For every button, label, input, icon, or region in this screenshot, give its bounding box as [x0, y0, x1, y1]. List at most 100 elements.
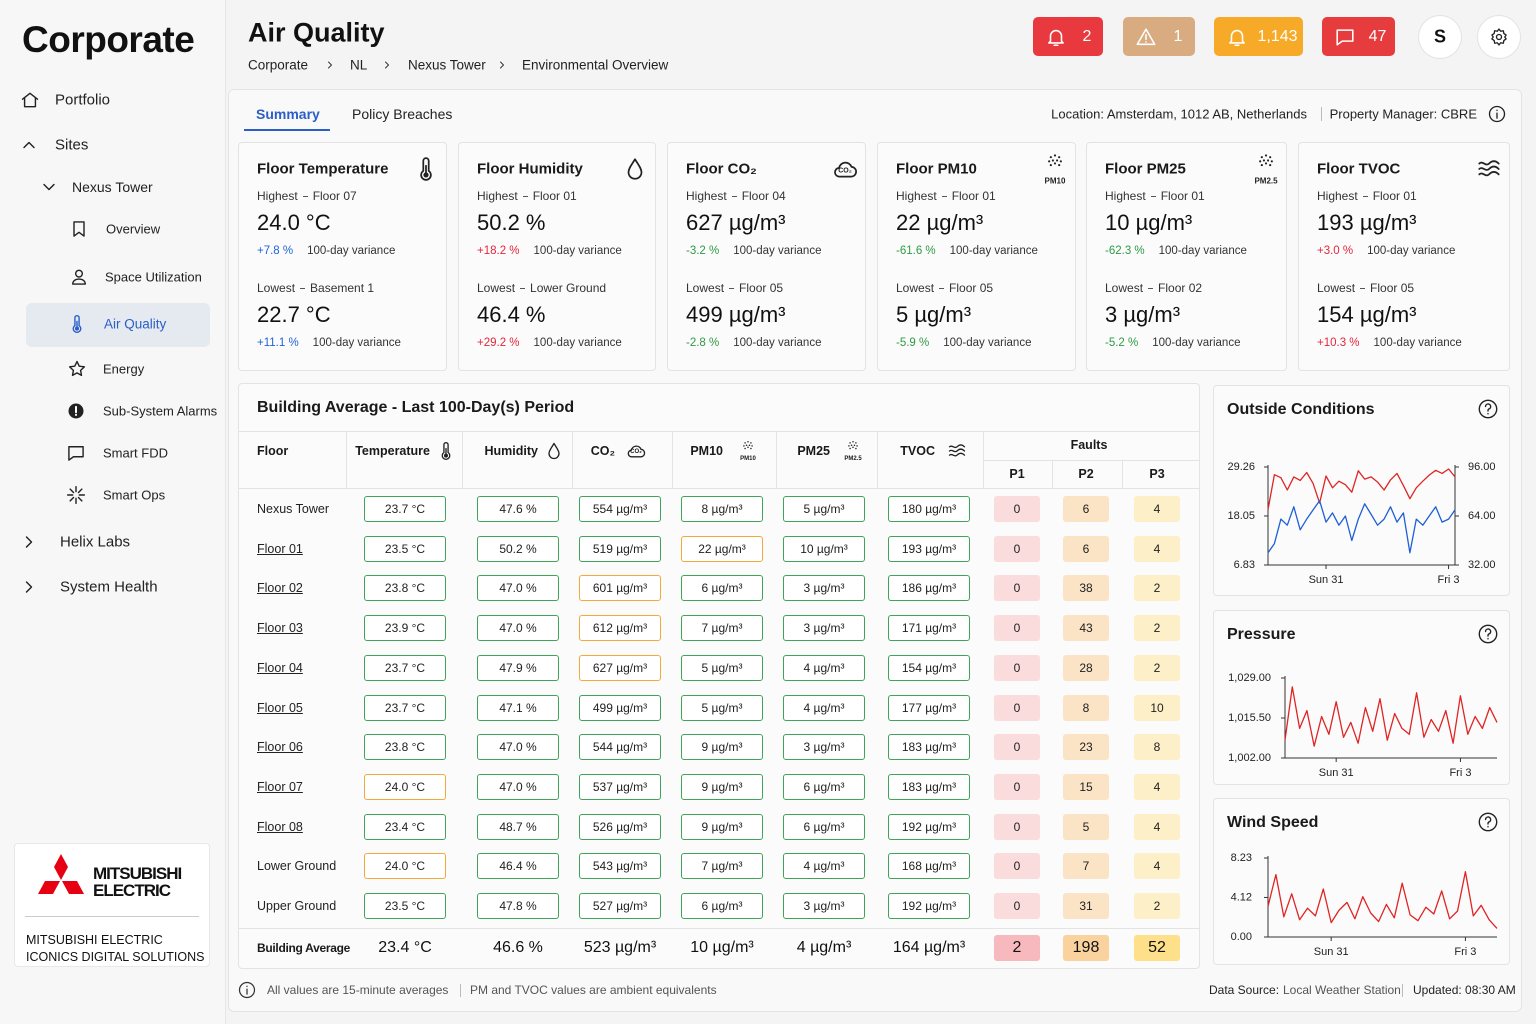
nav-item[interactable]: Air Quality [104, 316, 167, 332]
divider [239, 488, 1199, 489]
value-cell-text: 171 µg/m³ [901, 621, 957, 636]
floor-name[interactable]: Floor 04 [257, 660, 303, 675]
icon-shape [627, 158, 643, 180]
breadcrumb-item[interactable]: Nexus Tower [408, 57, 486, 73]
nav-item[interactable]: Sites [55, 136, 89, 154]
divider [462, 431, 463, 488]
value-cell-text: 3 µg/m³ [803, 621, 845, 636]
fault-cell: 5 [1063, 813, 1109, 840]
fault-cell-text: 0 [1013, 779, 1021, 794]
nav-item[interactable]: Energy [103, 361, 145, 377]
nav-item[interactable]: Overview [106, 221, 161, 237]
nav-active-bg [26, 303, 210, 347]
col-header: Temperature [355, 444, 430, 458]
nav-item[interactable]: Smart FDD [103, 445, 168, 461]
value-cell: 23.7 °C [364, 496, 446, 522]
alert-badge[interactable]: 2 [1033, 17, 1103, 56]
tab[interactable]: Policy Breaches [352, 106, 453, 122]
nav-item[interactable]: Helix Labs [60, 533, 131, 551]
col-header: TVOC [900, 444, 935, 458]
value-cell: 9 µg/m³ [681, 734, 763, 761]
divider [983, 460, 1199, 461]
variance-label: 100-day variance [1158, 245, 1247, 257]
avatar[interactable]: S [1418, 15, 1462, 59]
icon-shape [1058, 164, 1061, 167]
icon-thermo [420, 157, 432, 181]
fault-cell: 2 [1134, 575, 1180, 602]
fault-cell: 38 [1063, 575, 1109, 602]
fault-cell-text: 2 [1153, 660, 1161, 675]
nav-item[interactable]: Smart Ops [103, 487, 166, 503]
icon-waves [1478, 160, 1500, 177]
property-manager: Property Manager: CBRE [1329, 106, 1477, 122]
icon-help[interactable] [1477, 623, 1499, 645]
floor-name[interactable]: Floor 01 [257, 541, 303, 556]
icon-shape [500, 61, 504, 69]
kpi-card: Floor TVOC Highest Floor 01 193 µg/m³ +3.0 %… [1298, 142, 1510, 371]
extreme-floor: Floor 01 [951, 189, 996, 203]
icon-shape [744, 442, 746, 444]
alert-badge[interactable]: 47 [1322, 17, 1395, 56]
floor-name[interactable]: Floor 02 [257, 581, 303, 596]
value-cell: 527 µg/m³ [579, 893, 661, 919]
icon-shape [1048, 160, 1051, 163]
fault-cell-text: 2 [1012, 939, 1022, 956]
variance: +29.2 % [477, 337, 520, 349]
value-cell: 4 µg/m³ [783, 694, 865, 721]
floor-name[interactable]: Floor 08 [257, 819, 303, 834]
alert-badge[interactable]: 1,143 [1214, 17, 1303, 56]
fault-cell: 0 [994, 853, 1040, 880]
fault-cell: 0 [994, 734, 1040, 761]
variance: +10.3 % [1317, 337, 1360, 349]
icon-help[interactable] [1477, 811, 1499, 833]
settings-button[interactable] [1477, 15, 1521, 59]
footer-source: Local Weather Station [1283, 983, 1401, 997]
floor-name[interactable]: Floor 03 [257, 621, 303, 636]
floor-name[interactable]: Floor 05 [257, 700, 303, 715]
extreme-kind: Lowest [257, 281, 296, 295]
icon-shape [751, 445, 753, 447]
divider [239, 928, 1199, 929]
icon-shape [1259, 160, 1262, 163]
icon-shape [1478, 160, 1500, 177]
separator [520, 287, 526, 289]
nav-item[interactable]: Nexus Tower [72, 179, 153, 195]
value-cell-text: 5 µg/m³ [701, 700, 743, 715]
value-cell: 627 µg/m³ [579, 654, 661, 681]
icon-help[interactable] [1477, 398, 1499, 420]
icon-warn [1136, 27, 1156, 45]
value-cell: 154 µg/m³ [888, 654, 970, 681]
value-cell: 554 µg/m³ [579, 496, 661, 522]
alert-badge[interactable]: 1 [1123, 17, 1195, 56]
col-header: PM25 [797, 444, 830, 458]
nav-item[interactable]: Portfolio [55, 91, 111, 109]
icon-shape [548, 442, 560, 460]
breadcrumb-item[interactable]: Corporate [248, 57, 309, 73]
value-cell-text: 7 µg/m³ [701, 621, 743, 636]
average-value: 10 µg/m³ [690, 939, 754, 956]
floor-name[interactable]: Floor 06 [257, 740, 303, 755]
floor-name[interactable]: Floor 07 [257, 779, 303, 794]
nav-item[interactable]: System Health [60, 578, 158, 596]
separator [1362, 195, 1368, 197]
tab[interactable]: Summary [256, 106, 320, 122]
breadcrumb-item[interactable]: Environmental Overview [522, 57, 669, 73]
tab-underline [244, 129, 330, 131]
extreme-kind: Lowest [1317, 281, 1356, 295]
value-cell-text: 9 µg/m³ [701, 819, 743, 834]
icon-shape [1267, 159, 1270, 162]
variance-row: +29.2 % 100-day variance [477, 337, 622, 349]
value-cell-text: 543 µg/m³ [592, 859, 648, 874]
fault-cell: 15 [1063, 773, 1109, 800]
divider [983, 431, 984, 488]
value-cell: 3 µg/m³ [783, 615, 865, 642]
divider [776, 431, 777, 488]
nav-item[interactable]: Sub-System Alarms [103, 403, 218, 419]
fault-cell: 0 [994, 615, 1040, 642]
fault-cell-text: 28 [1079, 660, 1093, 675]
nav-item[interactable]: Space Utilization [105, 269, 202, 285]
fault-cell: 31 [1063, 893, 1109, 919]
icon-shape [852, 446, 854, 449]
breadcrumb-item[interactable]: NL [350, 57, 368, 73]
icon-chevRight [385, 61, 389, 69]
